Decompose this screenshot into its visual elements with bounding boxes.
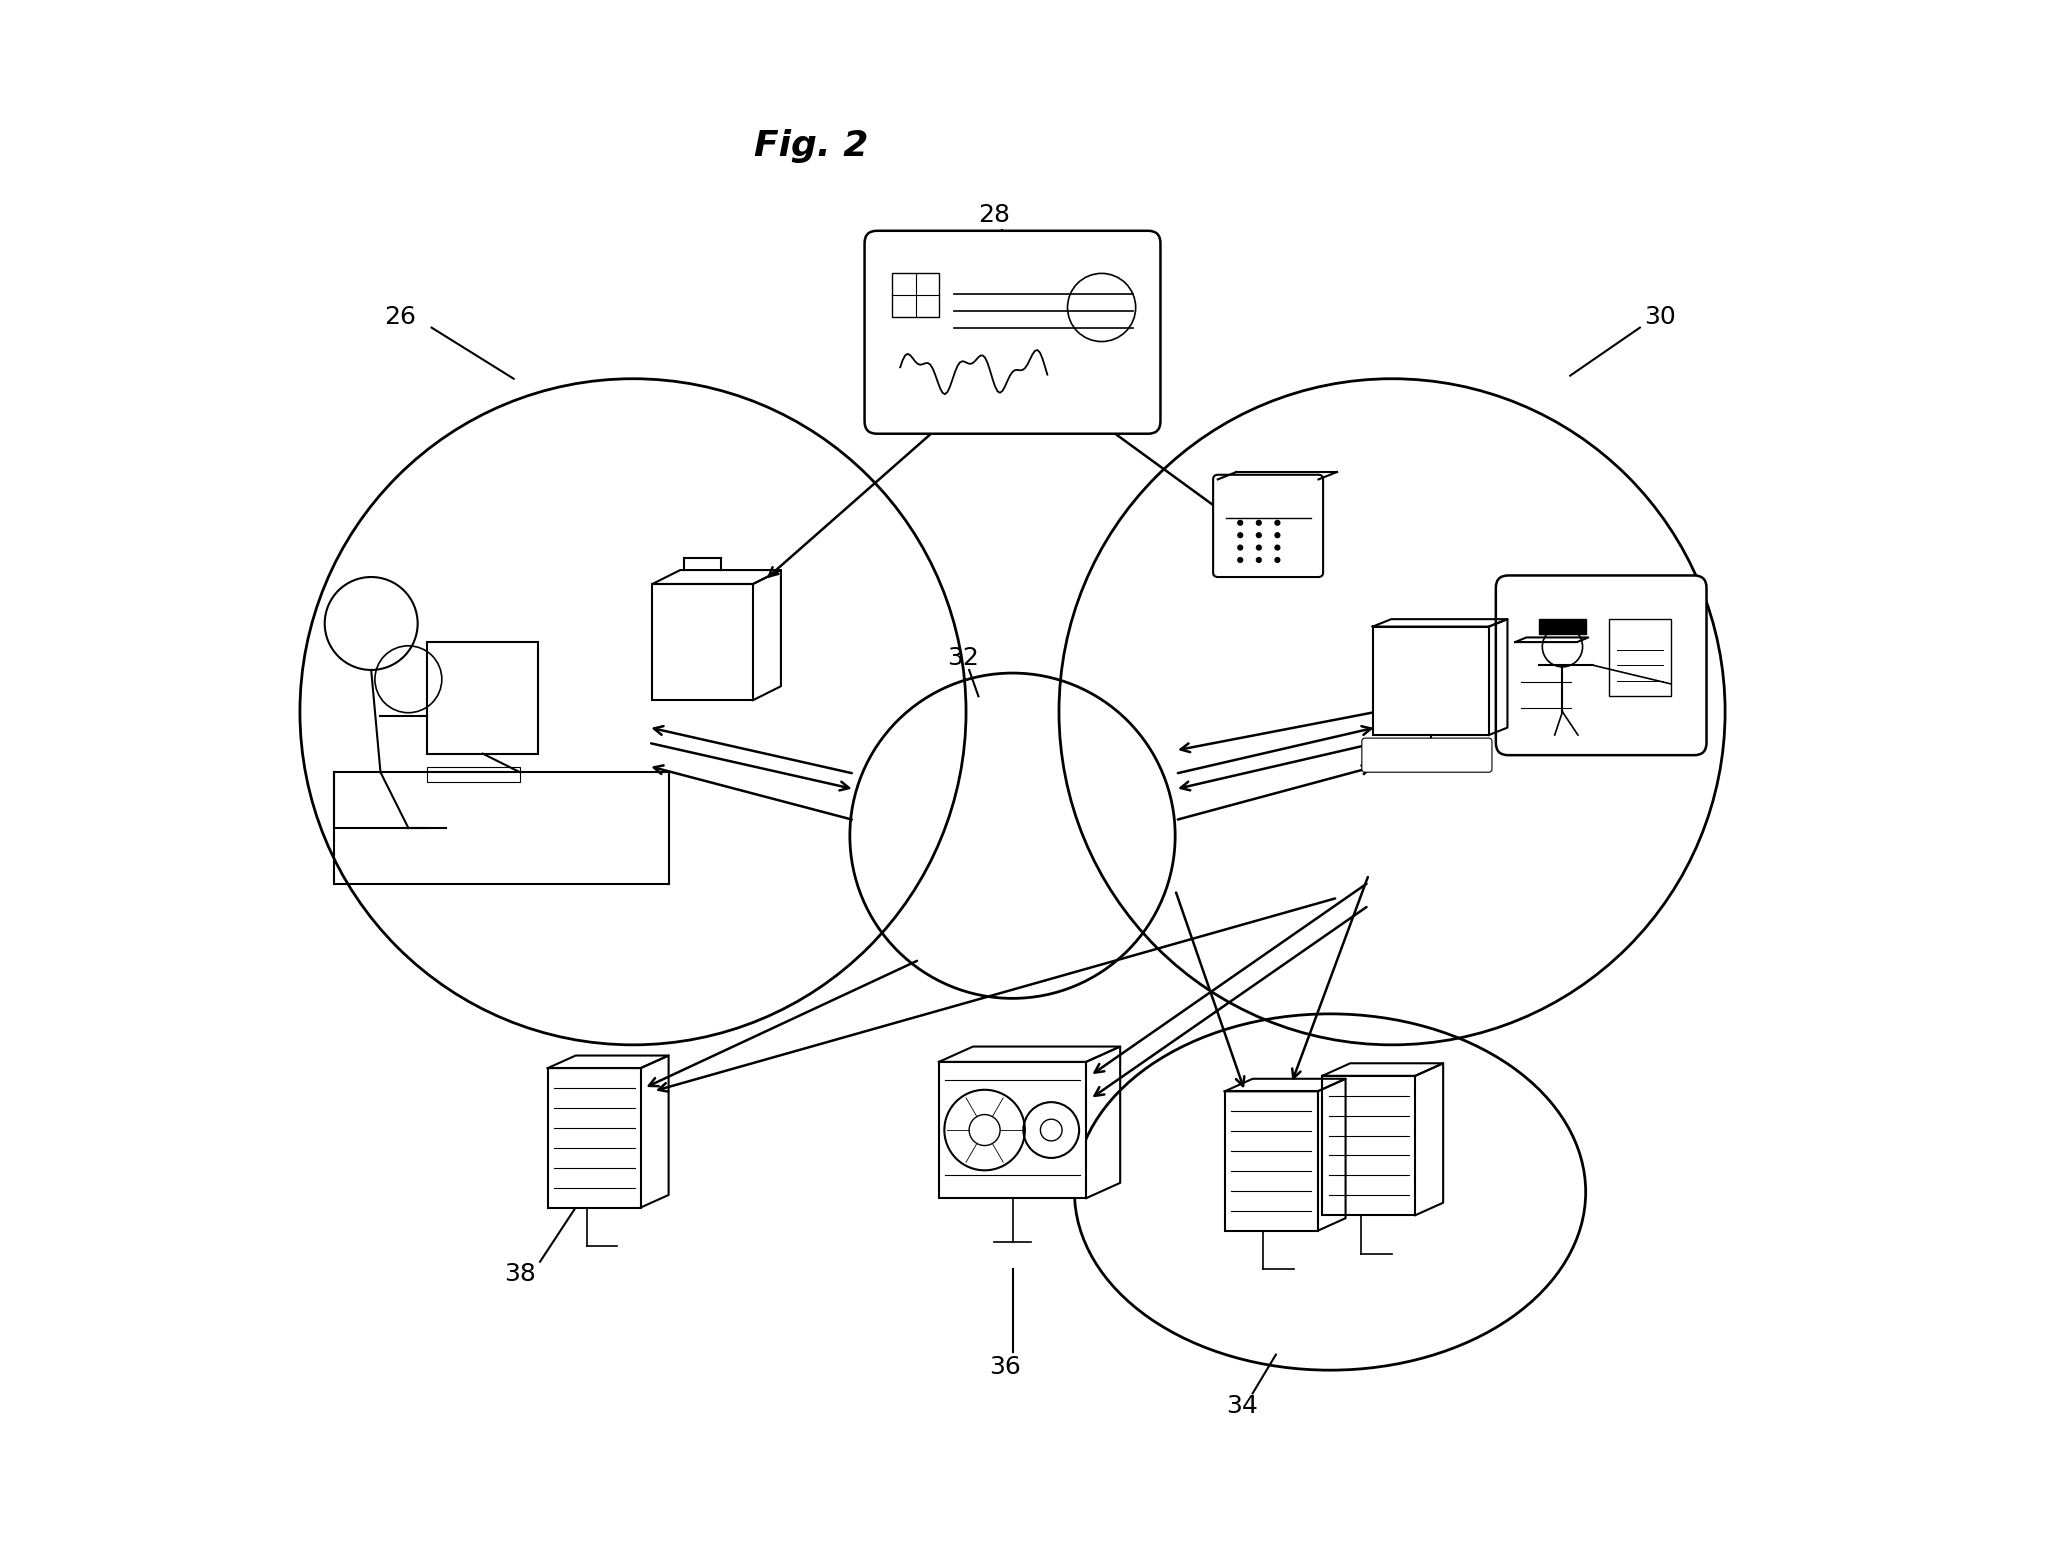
- FancyBboxPatch shape: [1322, 1075, 1415, 1216]
- Text: 26: 26: [384, 305, 417, 328]
- Circle shape: [1256, 520, 1262, 525]
- Circle shape: [1256, 556, 1262, 563]
- FancyBboxPatch shape: [1497, 575, 1706, 755]
- Circle shape: [1238, 556, 1244, 563]
- Circle shape: [1256, 531, 1262, 538]
- Circle shape: [1275, 544, 1281, 550]
- FancyBboxPatch shape: [1540, 619, 1585, 635]
- Circle shape: [1275, 531, 1281, 538]
- Circle shape: [1275, 520, 1281, 525]
- FancyBboxPatch shape: [1373, 627, 1489, 735]
- Circle shape: [1275, 556, 1281, 563]
- Text: 38: 38: [504, 1261, 537, 1286]
- FancyBboxPatch shape: [547, 1068, 641, 1208]
- Text: 36: 36: [989, 1355, 1020, 1379]
- FancyBboxPatch shape: [1361, 738, 1493, 772]
- Circle shape: [1238, 544, 1244, 550]
- Text: 32: 32: [948, 646, 979, 669]
- FancyBboxPatch shape: [652, 585, 752, 700]
- Circle shape: [1238, 520, 1244, 525]
- Text: 28: 28: [979, 203, 1009, 227]
- FancyBboxPatch shape: [940, 1061, 1086, 1199]
- Circle shape: [1238, 531, 1244, 538]
- Text: 34: 34: [1225, 1394, 1258, 1418]
- Text: Fig. 2: Fig. 2: [755, 130, 868, 164]
- Text: 30: 30: [1645, 305, 1676, 328]
- FancyBboxPatch shape: [1225, 1091, 1318, 1230]
- Circle shape: [1256, 544, 1262, 550]
- FancyBboxPatch shape: [1515, 642, 1577, 735]
- FancyBboxPatch shape: [1213, 475, 1324, 577]
- FancyBboxPatch shape: [866, 231, 1160, 433]
